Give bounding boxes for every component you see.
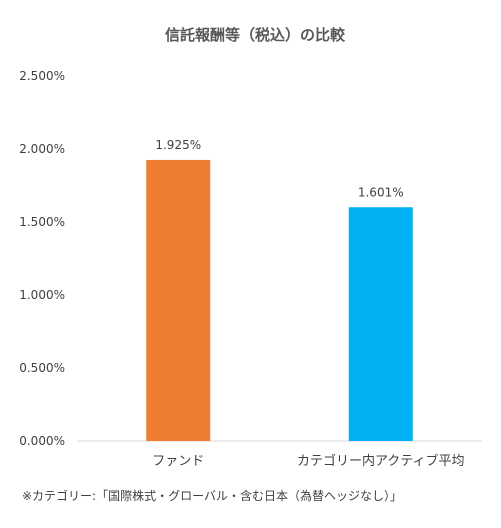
- category-label: ファンド: [152, 454, 204, 469]
- bars: [146, 159, 413, 441]
- y-tick-label: 2.000%: [19, 142, 65, 156]
- y-tick-label: 0.000%: [19, 434, 65, 448]
- y-tick-label: 2.500%: [19, 69, 65, 83]
- bar: [348, 207, 413, 441]
- y-tick-label: 1.000%: [19, 288, 65, 302]
- chart-title: 信託報酬等（税込）の比較: [165, 26, 346, 44]
- data-label: 1.601%: [358, 185, 404, 199]
- data-label: 1.925%: [155, 138, 201, 152]
- y-axis-ticks: 0.000% 0.500% 1.000% 1.500% 2.000% 2.500%: [19, 69, 65, 448]
- y-tick-label: 0.500%: [19, 361, 65, 375]
- x-axis-categories: ファンド カテゴリー内アクティブ平均: [152, 453, 464, 469]
- category-label: カテゴリー内アクティブ平均: [297, 453, 465, 469]
- bar: [146, 159, 211, 441]
- y-tick-label: 1.500%: [19, 215, 65, 229]
- data-labels: 1.925% 1.601%: [155, 138, 403, 199]
- category-footnote: ※カテゴリー:「国際株式・グローバル・含む日本（為替ヘッジなし）」: [22, 489, 402, 503]
